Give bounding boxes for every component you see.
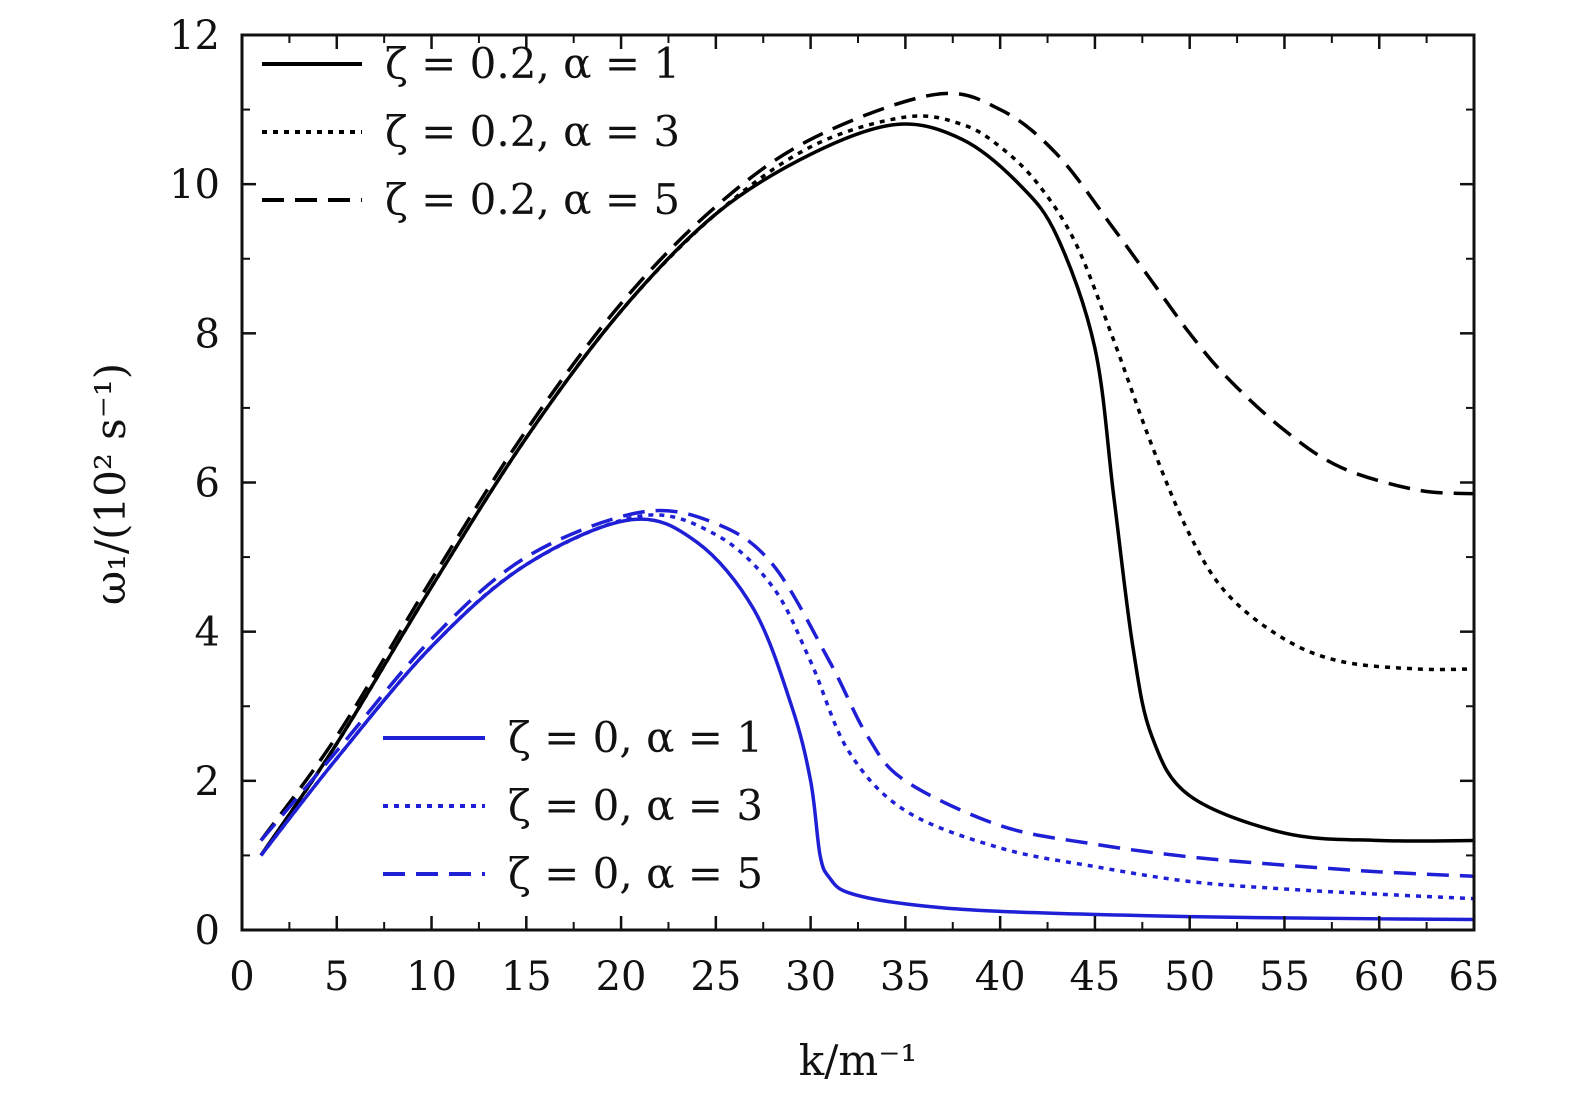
series-line-2 [259,91,1475,842]
x-tick-label: 30 [785,954,836,1000]
y-tick-label: 6 [195,461,220,507]
y-tick-label: 4 [195,610,220,656]
x-tick-label: 60 [1354,954,1405,1000]
x-tick-label: 20 [596,954,647,1000]
plot-frame [240,33,1476,932]
x-tick-label: 35 [880,954,931,1000]
x-tick-label: 50 [1164,954,1215,1000]
y-tick-label: 10 [169,162,220,208]
legend-label: ζ = 0, α = 5 [508,849,763,898]
y-tick-label: 8 [195,311,220,357]
series-line-1 [259,114,1475,857]
legend-label: ζ = 0, α = 3 [508,781,763,830]
y-tick-label: 2 [195,759,220,805]
legend-label: ζ = 0, α = 1 [508,713,763,762]
axes-layer: 0 5 10 15 20 25 30 35 40 45 50 55 60 65 0 2 4 6 8 10 12 [169,13,1499,1000]
series-line-3 [259,517,1475,922]
x-tick-label: 40 [975,954,1026,1000]
y-tick-label: 0 [195,908,220,954]
legend-layer: ζ = 0.2, α = 1 ζ = 0.2, α = 3 ζ = 0.2, α =… [262,39,763,898]
y-tick-label: 12 [169,13,220,59]
series-layer [259,91,1475,922]
x-tick-label: 45 [1069,954,1120,1000]
legend-label: ζ = 0.2, α = 5 [385,175,680,224]
series-line-5 [259,508,1475,879]
x-tick-label: 25 [690,954,741,1000]
x-axis-label: k/m⁻¹ [799,1036,917,1085]
series-line-4 [259,513,1475,901]
x-tick-label: 65 [1449,954,1500,1000]
series-line-0 [259,122,1475,857]
legend-label: ζ = 0.2, α = 3 [385,107,680,156]
x-tick-label: 15 [501,954,552,1000]
legend-top-left: ζ = 0.2, α = 1 ζ = 0.2, α = 3 ζ = 0.2, α =… [262,39,680,224]
legend-label: ζ = 0.2, α = 1 [385,39,680,88]
x-tick-label: 0 [229,954,254,1000]
x-tick-label: 5 [324,954,349,1000]
x-tick-label: 10 [406,954,457,1000]
y-axis-label: ω₁/(10² s⁻¹) [86,363,135,605]
legend-bottom-center: ζ = 0, α = 1 ζ = 0, α = 3 ζ = 0, α = 5 [383,713,763,898]
x-tick-label: 55 [1259,954,1310,1000]
